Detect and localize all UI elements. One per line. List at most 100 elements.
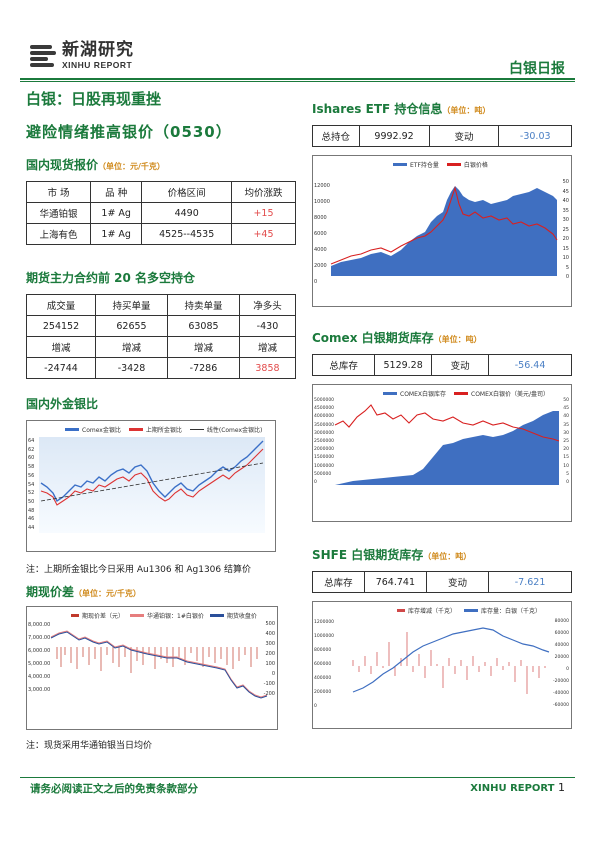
comex-label-total: 总库存 xyxy=(311,354,376,376)
etf-silver-price-line xyxy=(330,186,558,265)
futures-col-volume: 成交量 xyxy=(25,294,97,316)
tick-label: 400000 xyxy=(314,676,332,681)
tick-label: 1500000 xyxy=(314,455,335,461)
legend-label: 上期所金银比 xyxy=(145,427,182,434)
etf-y-left-axis: 12000 10000 8000 6000 4000 2000 0 xyxy=(314,178,330,290)
futures-cell: 增减 xyxy=(238,336,297,358)
tick-label: 12000 xyxy=(314,183,330,189)
tick-label: 25 xyxy=(562,226,569,233)
tick-label: 1000000 xyxy=(314,634,335,639)
tick-label: 25 xyxy=(563,439,569,445)
comex-chart-svg xyxy=(334,404,560,485)
tick-label: -200 xyxy=(263,691,275,697)
tick-label: 10 xyxy=(563,463,569,469)
table-row: 增减 增减 增减 增减 xyxy=(25,336,297,358)
legend-swatch-red xyxy=(128,428,143,431)
table-row: 华通铂银 1# Ag 4490 +15 xyxy=(26,202,297,224)
page-header: 新湖研究 XINHU REPORT 白银日报 xyxy=(0,0,595,82)
tick-label: 35 xyxy=(563,422,569,428)
futures-cell: 增减 xyxy=(166,336,240,358)
tick-label: 200 xyxy=(265,651,275,657)
tick-label: 30 xyxy=(563,430,569,436)
tick-label: 0 xyxy=(314,279,318,285)
spot-cell: 4490 xyxy=(141,202,232,224)
tick-label: 40000 xyxy=(554,643,569,648)
tick-label: 7,000.00 xyxy=(28,635,51,641)
tick-label: 5 xyxy=(565,264,569,271)
futures-cell: 62655 xyxy=(95,315,168,337)
comex-total-value: 5129.28 xyxy=(374,354,433,376)
tick-label: 35 xyxy=(562,207,569,214)
footer-brand: XINHU REPORT 1 xyxy=(470,781,565,794)
legend-swatch-pink xyxy=(130,614,145,617)
table-row: 上海有色 1# Ag 4525--4535 +45 xyxy=(26,223,297,245)
headline-subtitle: 避险情绪推高银价（0530） xyxy=(26,123,232,141)
tick-label: 52 xyxy=(28,490,35,497)
tick-label: 40 xyxy=(562,198,569,204)
spot-unit: （单位：元/千克） xyxy=(98,162,165,171)
comex-chart: COMEX白银库存 COMEX白银价（美元/盎司） 5000000 450000… xyxy=(312,384,572,522)
tick-label: 8,000.00 xyxy=(28,622,51,628)
tick-label: 6,000.00 xyxy=(28,648,51,654)
comex-legend: COMEX白银库存 COMEX白银价（美元/盎司） xyxy=(383,389,549,398)
futures-position-table: 成交量 持买单量 持卖单量 净多头 254152 62655 63085 -43… xyxy=(25,294,297,379)
etf-summary-table: 总持仓 9992.92 变动 -30.03 xyxy=(312,125,572,147)
table-row: -24744 -3428 -7286 3858 xyxy=(25,357,297,379)
comex-summary-table: 总库存 5129.28 变动 -56.44 xyxy=(311,354,572,376)
tick-label: 10000 xyxy=(314,199,330,205)
tick-label: 200000 xyxy=(314,690,332,695)
header-divider xyxy=(20,78,575,80)
legend-swatch-red xyxy=(454,392,468,395)
legend-swatch-bar xyxy=(397,609,405,612)
tick-label: 100 xyxy=(265,661,275,667)
tick-label: 45 xyxy=(563,406,569,412)
comex-section-title: Comex 白银期货库存（单位：吨） xyxy=(312,329,572,346)
tick-label: 0 xyxy=(566,480,569,486)
futures-cell: 254152 xyxy=(25,315,97,337)
shfe-label-change: 变动 xyxy=(425,571,490,593)
tick-label: -100 xyxy=(263,681,275,687)
tick-label: 500000 xyxy=(314,471,332,477)
tick-label: 50 xyxy=(563,398,569,403)
table-header-row: 市 场 品 种 价格区间 均价涨跌 xyxy=(26,181,297,203)
shfe-legend: 库存增减（千克） 库存量：白银（千克） xyxy=(397,606,541,615)
report-name: 白银日报 xyxy=(509,61,565,77)
tick-label: 4,000.00 xyxy=(28,674,51,680)
spread-chart-svg xyxy=(50,630,268,699)
spot-price-table: 市 场 品 种 价格区间 均价涨跌 华通铂银 1# Ag 4490 +15 上海… xyxy=(26,181,297,245)
ratio-trend-line xyxy=(40,462,264,502)
right-column: Ishares ETF 持仓信息（单位：吨） 总持仓 9992.92 变动 -3… xyxy=(311,100,572,729)
tick-label: 300 xyxy=(265,641,275,647)
comex-label-change: 变动 xyxy=(431,354,490,376)
comex-y-left-axis: 5000000 4500000 4000000 3500000 3000000 … xyxy=(314,397,334,487)
etf-label-change: 变动 xyxy=(428,125,500,147)
legend-label: COMEX白银库存 xyxy=(400,391,446,398)
tick-label: 5 xyxy=(566,471,569,477)
spot-col-product: 品 种 xyxy=(89,181,143,203)
spread-y-left-axis: 8,000.00 7,000.00 6,000.00 5,000.00 4,00… xyxy=(28,619,50,697)
tick-label: 48 xyxy=(28,507,35,514)
legend-swatch-dashed xyxy=(189,429,204,430)
tick-label: 0 xyxy=(566,667,569,672)
comex-change-value: -56.44 xyxy=(488,354,572,376)
tick-label: 15 xyxy=(562,245,569,252)
tick-label: 30 xyxy=(562,217,569,223)
etf-label-total: 总持仓 xyxy=(312,125,360,147)
futures-cell-net-change: 3858 xyxy=(238,357,297,379)
tick-label: 0 xyxy=(271,671,275,677)
tick-label: 4500000 xyxy=(314,406,335,412)
comex-silver-price-line xyxy=(334,404,560,442)
futures-cell: -430 xyxy=(238,315,297,337)
legend-label: 白银价格 xyxy=(463,162,488,169)
tick-label: 500 xyxy=(265,621,275,627)
legend-label: COMEX白银价（美元/盎司） xyxy=(471,391,550,398)
shfe-chart: 库存增减（千克） 库存量：白银（千克） 1200000 1000000 8000… xyxy=(312,601,572,729)
tick-label: 62 xyxy=(28,446,35,453)
tick-label: 3500000 xyxy=(314,422,335,428)
shfe-label-total: 总库存 xyxy=(312,571,365,593)
futures-col-long: 持买单量 xyxy=(95,294,168,316)
tick-label: 4000000 xyxy=(314,414,335,420)
futures-col-short: 持卖单量 xyxy=(166,294,240,316)
spread-futures-line xyxy=(50,631,268,699)
tick-label: 1000000 xyxy=(314,463,335,469)
